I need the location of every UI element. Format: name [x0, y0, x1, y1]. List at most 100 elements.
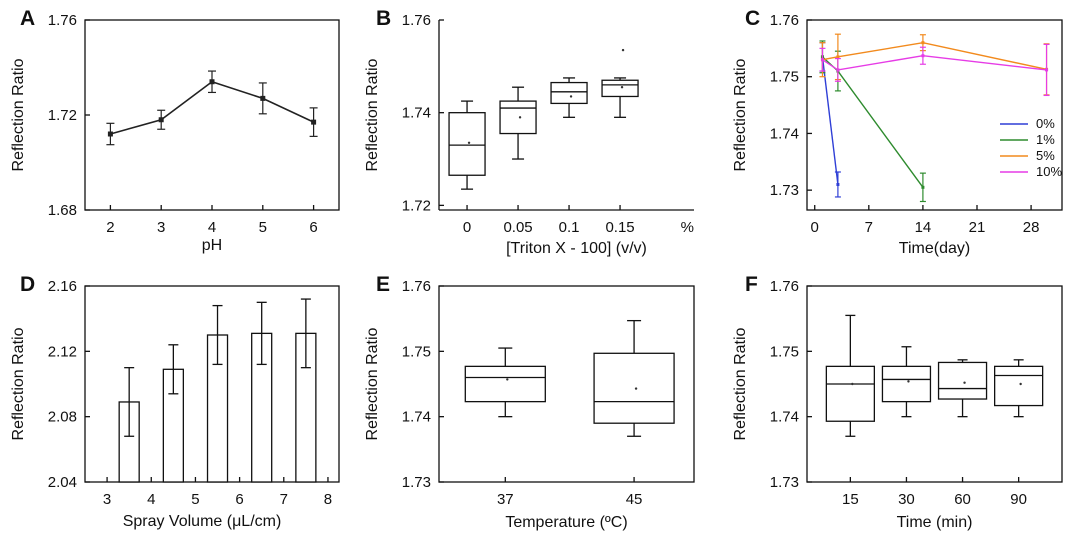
- data-point-A: [107, 131, 113, 137]
- y-tick-label-D: 2.04: [48, 474, 77, 491]
- y-tick-label-A: 1.76: [48, 12, 77, 29]
- x-tick-label-D: 4: [147, 491, 155, 508]
- mean-point-F: [1019, 382, 1022, 386]
- x-tick-label-A: 3: [157, 219, 165, 236]
- mean-point-B: [569, 95, 573, 98]
- y-tick-label-F: 1.76: [770, 278, 799, 295]
- legend-label-C: 1%: [1036, 132, 1055, 147]
- x-tick-label-A: 2: [106, 219, 114, 236]
- box-F: [881, 365, 932, 403]
- y-axis-label-C: Reflection Ratio: [732, 58, 749, 171]
- legend-label-C: 5%: [1036, 148, 1055, 163]
- x-tick-label-C: 0: [811, 219, 819, 236]
- x-tick-label-D: 6: [235, 491, 243, 508]
- y-tick-label-B: 1.74: [402, 105, 431, 122]
- y-tick-label-E: 1.73: [402, 474, 431, 491]
- y-tick-label-D: 2.12: [48, 343, 77, 360]
- plot-frame-E: [438, 285, 695, 483]
- x-tick-label-F: 30: [898, 491, 915, 508]
- y-tick-label-E: 1.74: [402, 409, 431, 426]
- series-line-C: [822, 41, 1047, 71]
- box-E: [593, 352, 675, 424]
- x-tick-label-D: 3: [103, 491, 111, 508]
- y-tick-label-F: 1.74: [770, 409, 799, 426]
- y-axis-label-F: Reflection Ratio: [732, 327, 749, 440]
- y-axis-label-D: Reflection Ratio: [10, 327, 27, 440]
- x-tick-label-A: 5: [259, 219, 267, 236]
- x-tick-label-B: 0.1: [559, 219, 580, 236]
- y-tick-label-A: 1.68: [48, 202, 77, 219]
- mean-point-F: [907, 380, 910, 383]
- mean-point-B: [467, 141, 471, 145]
- x-tick-label-E: 37: [497, 491, 514, 508]
- y-tick-label-D: 2.08: [48, 409, 77, 426]
- box-E: [464, 365, 546, 403]
- panel-label-E: E: [376, 273, 390, 296]
- data-point-C: [921, 41, 925, 45]
- data-point-A: [260, 95, 266, 101]
- series-line-C: [822, 55, 1047, 71]
- x-axis-label-C: Time(day): [899, 240, 970, 257]
- x-tick-label-F: 60: [954, 491, 971, 508]
- data-point-C: [836, 68, 840, 72]
- plot-frame-A: [84, 19, 340, 211]
- x-tick-label-F: 15: [842, 491, 859, 508]
- data-point-A: [209, 79, 215, 85]
- mean-point-E: [634, 387, 638, 390]
- y-tick-label-E: 1.75: [402, 343, 431, 360]
- outlier-point-B: [621, 48, 625, 52]
- legend-label-C: 0%: [1036, 116, 1055, 131]
- data-point-C: [836, 55, 840, 59]
- mean-point-B: [518, 116, 522, 119]
- mean-point-F: [963, 381, 966, 384]
- mean-point-E: [506, 378, 509, 381]
- box-F: [994, 365, 1044, 407]
- x-axis-label-A: pH: [202, 237, 222, 254]
- y-tick-label-E: 1.76: [402, 278, 431, 295]
- y-tick-label-F: 1.75: [770, 343, 799, 360]
- y-tick-label-C: 1.73: [770, 182, 799, 199]
- x-tick-label-B: 0.05: [503, 219, 532, 236]
- y-tick-label-C: 1.75: [770, 69, 799, 86]
- y-tick-label-C: 1.76: [770, 12, 799, 29]
- panel-label-D: D: [20, 273, 35, 296]
- data-point-C: [921, 54, 925, 58]
- x-tick-label-C: 21: [969, 219, 986, 236]
- y-axis-label-A: Reflection Ratio: [10, 58, 27, 171]
- box-B: [448, 112, 486, 176]
- box-F: [825, 365, 875, 422]
- box-B: [499, 100, 537, 135]
- y-tick-label-F: 1.73: [770, 474, 799, 491]
- panel-label-C: C: [745, 7, 760, 30]
- y-tick-label-A: 1.72: [48, 107, 77, 124]
- panel-label-A: A: [20, 7, 35, 30]
- x-tick-label-A: 4: [208, 219, 216, 236]
- y-tick-label-D: 2.16: [48, 278, 77, 295]
- data-point-C: [836, 182, 840, 186]
- data-point-C: [1045, 68, 1049, 72]
- x-tick-label-C: 7: [865, 219, 873, 236]
- plot-frame-F: [806, 285, 1063, 483]
- x-tick-label-A: 6: [309, 219, 317, 236]
- x-tick-label-B: 0.15: [605, 219, 634, 236]
- x-tick-label-C: 14: [915, 219, 932, 236]
- x-tick-label-D: 8: [324, 491, 332, 508]
- box-F: [937, 361, 988, 400]
- y-axis-label-E: Reflection Ratio: [364, 327, 381, 440]
- data-point-C: [921, 185, 925, 189]
- x-tick-label-E: 45: [626, 491, 643, 508]
- x-tick-label-D: 5: [191, 491, 199, 508]
- x-tick-label-B: 0: [463, 219, 471, 236]
- data-point-A: [158, 117, 164, 123]
- x-axis-label-F: Time (min): [897, 514, 973, 531]
- data-point-A: [311, 119, 317, 125]
- x-axis-label-B: [Triton X - 100] (v/v): [506, 240, 647, 257]
- y-tick-label-C: 1.74: [770, 125, 799, 142]
- box-B: [550, 81, 588, 105]
- y-tick-label-B: 1.72: [402, 197, 431, 214]
- y-axis-label-B: Reflection Ratio: [364, 58, 381, 171]
- x-tick-label-C: 28: [1023, 219, 1040, 236]
- x-axis-label-E: Temperature (ºC): [505, 514, 627, 531]
- unit-label-B: %: [681, 219, 694, 236]
